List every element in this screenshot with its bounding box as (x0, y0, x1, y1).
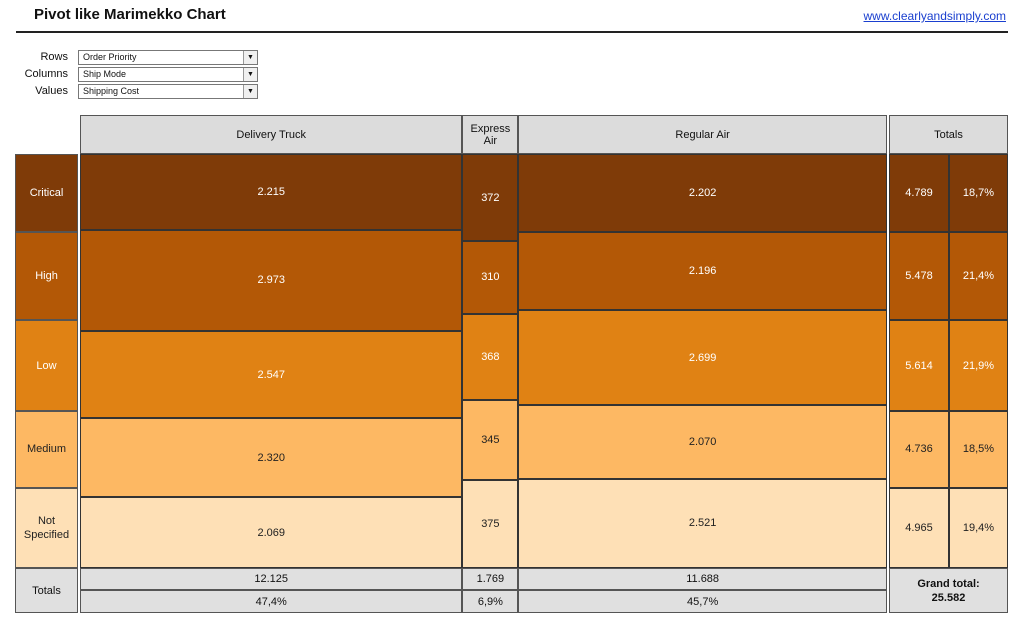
segment: 2.215 (80, 154, 463, 230)
website-link[interactable]: www.clearlyandsimply.com (863, 9, 1006, 23)
grand-total: Grand total: 25.582 (889, 568, 1008, 613)
values-dropdown[interactable]: Shipping Cost ▼ (78, 84, 258, 99)
segment: 2.320 (80, 418, 463, 498)
row-share: 18,5% (949, 411, 1008, 488)
row-total: 5.478 (889, 231, 949, 321)
row-share: 18,7% (949, 154, 1008, 232)
segment: 2.547 (80, 331, 463, 419)
chevron-down-icon[interactable]: ▼ (243, 68, 257, 81)
segment: 2.699 (518, 309, 887, 406)
totals-row-label: Totals (15, 568, 78, 613)
row-share: 21,4% (949, 231, 1008, 321)
column-header: Express Air (462, 115, 519, 154)
row-label: Low (15, 320, 78, 411)
grand-total-label: Grand total: (917, 577, 980, 590)
column-header: Regular Air (518, 115, 887, 154)
segment: 2.521 (518, 478, 887, 568)
column-total: 1.769 (462, 568, 519, 590)
values-dropdown-value: Shipping Cost (83, 86, 140, 96)
columns-dropdown[interactable]: Ship Mode ▼ (78, 67, 258, 82)
page-title: Pivot like Marimekko Chart (34, 6, 226, 23)
values-label: Values (35, 85, 68, 97)
chevron-down-icon[interactable]: ▼ (243, 51, 257, 64)
row-share: 19,4% (949, 487, 1008, 568)
row-label: Medium (15, 411, 78, 488)
column-total: 11.688 (518, 568, 887, 590)
segment: 2.202 (518, 154, 887, 232)
rows-dropdown[interactable]: Order Priority ▼ (78, 50, 258, 65)
row-total: 5.614 (889, 320, 949, 411)
rows-label: Rows (40, 51, 68, 63)
row-share: 21,9% (949, 320, 1008, 411)
column-share: 45,7% (518, 590, 887, 613)
column-header: Delivery Truck (80, 115, 463, 154)
segment: 372 (462, 154, 519, 241)
segment: 2.070 (518, 405, 887, 479)
column-share: 47,4% (80, 590, 463, 613)
columns-label: Columns (24, 68, 68, 80)
row-label: High (15, 231, 78, 321)
segment: 2.973 (80, 229, 463, 332)
segment: 368 (462, 313, 519, 400)
grand-total-value: 25.582 (931, 591, 966, 604)
columns-dropdown-value: Ship Mode (83, 69, 127, 79)
row-label: Not Specified (15, 487, 78, 568)
segment: 310 (462, 241, 519, 314)
row-total: 4.736 (889, 411, 949, 488)
chevron-down-icon[interactable]: ▼ (243, 85, 257, 98)
segment: 345 (462, 399, 519, 481)
segment: 2.196 (518, 231, 887, 310)
rows-dropdown-value: Order Priority (83, 52, 137, 62)
column-total: 12.125 (80, 568, 463, 590)
column-share: 6,9% (462, 590, 519, 613)
totals-header: Totals (889, 115, 1008, 154)
row-total: 4.789 (889, 154, 949, 232)
segment: 2.069 (80, 497, 463, 568)
segment: 375 (462, 480, 519, 568)
row-label: Critical (15, 154, 78, 232)
title-divider (16, 31, 1008, 33)
row-total: 4.965 (889, 487, 949, 568)
